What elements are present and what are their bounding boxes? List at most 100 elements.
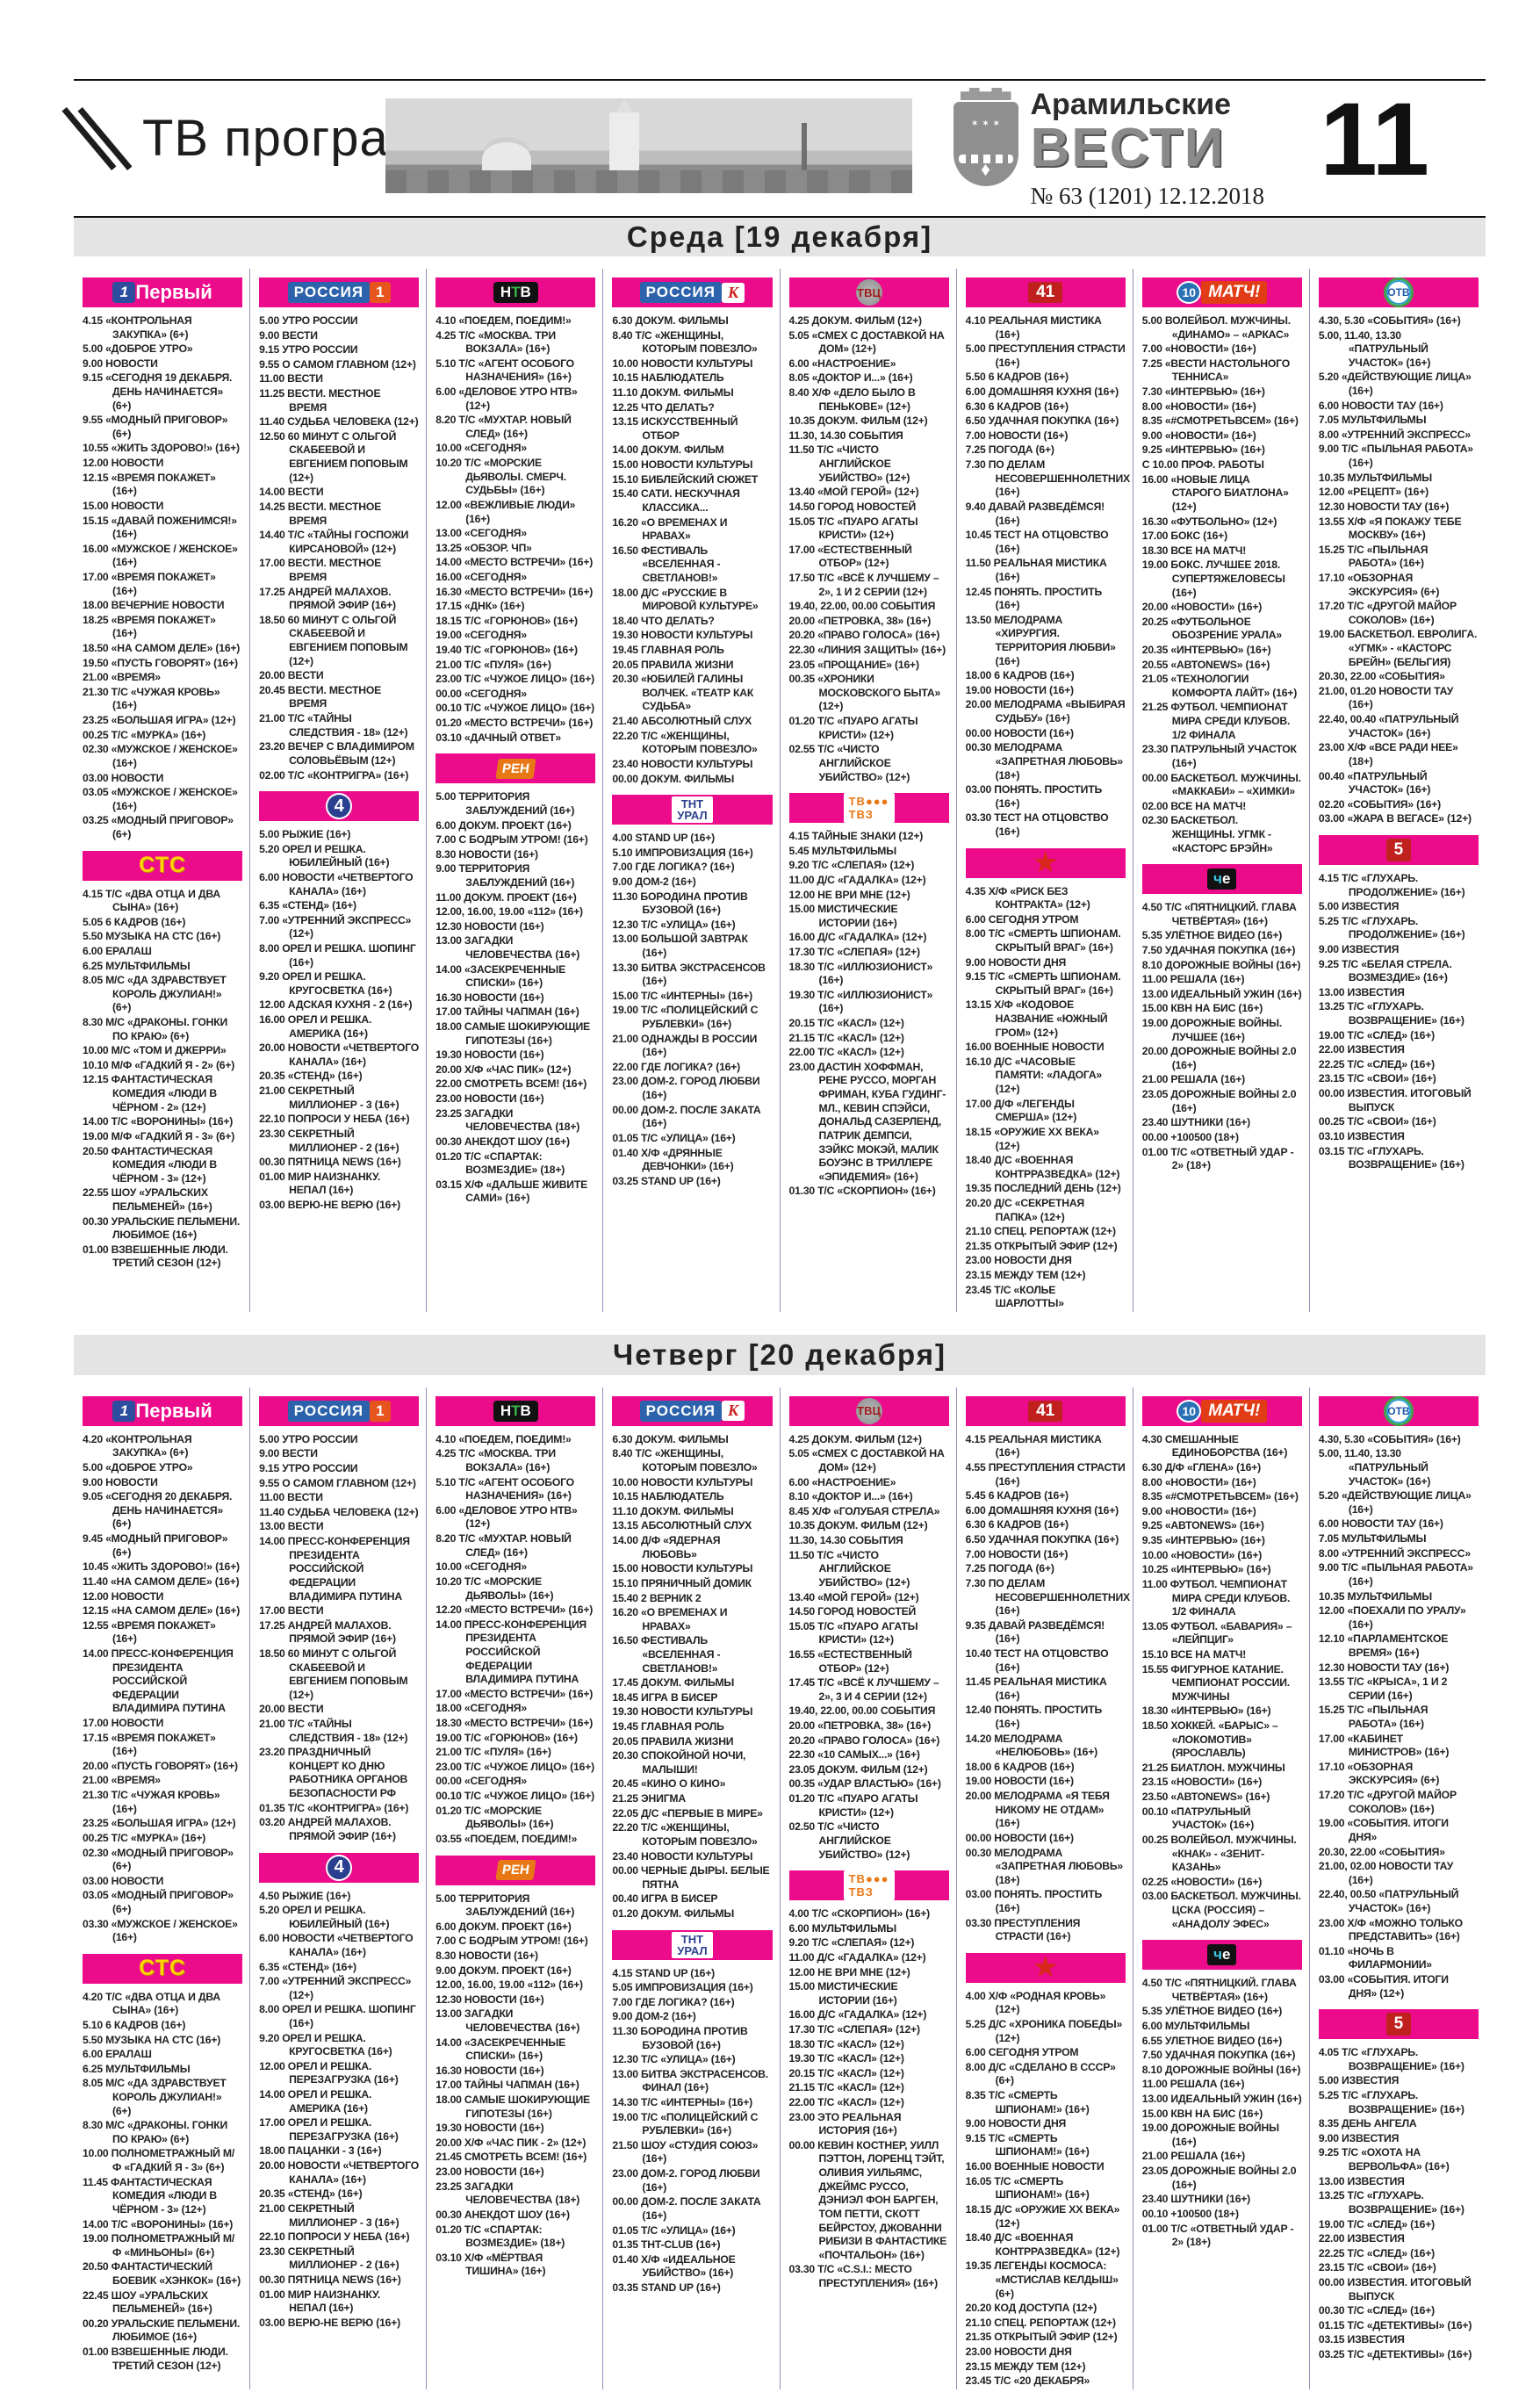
program-entry: 6.25 МУЛЬТФИЛЬМЫ bbox=[83, 959, 191, 972]
program-list: 4.30, 5.30 «СОБЫТИЯ» (16+) 5.00, 11.40, 1… bbox=[1319, 314, 1479, 826]
program-entry: 18.40 Д/С «ВОЕННАЯ КОНТРРАЗВЕДКА» (12+) bbox=[965, 2231, 1120, 2258]
program-list: 5.00 РЫЖИЕ (16+) 5.20 ОРЕЛ И РЕШКА. ЮБИЛЕ… bbox=[259, 828, 419, 1212]
program-entry: 6.00 ДОМАШНЯЯ КУХНЯ (16+) bbox=[965, 386, 1119, 399]
program-entry: 12.15 ФАНТАСТИЧЕСКАЯ КОМЕДИЯ «ЛЮДИ В ЧЁР… bbox=[83, 1073, 218, 1113]
channel-header-five: 5 bbox=[1318, 2009, 1479, 2040]
program-entry: 12.00 «РЕЦЕПТ» (16+) bbox=[1318, 486, 1428, 499]
program-entry: 4.15 РЕАЛЬНАЯ МИСТИКА (16+) bbox=[965, 1432, 1102, 1459]
program-entry: 19.35 ЛЕГЕНДЫ КОСМОСА: «МСТИСЛАВ КЕЛДЫШ»… bbox=[965, 2259, 1119, 2300]
match-logo-icon: 10 МАТЧ! bbox=[1177, 1399, 1268, 1423]
program-entry: 8.40 Т/С «ЖЕНЩИНЫ, КОТОРЫМ ПОВЕЗЛО» bbox=[612, 328, 758, 356]
program-list: 4.00 Х/Ф «РОДНАЯ КРОВЬ» (12+) 5.25 Д/С «Х… bbox=[966, 1990, 1126, 2389]
program-entry: 18.40 ЧТО ДЕЛАТЬ? bbox=[612, 614, 715, 627]
program-entry: 23.25 ЗАГАДКИ ЧЕЛОВЕЧЕСТВА (18+) bbox=[435, 1106, 580, 1134]
program-entry: 10.00 НОВОСТИ КУЛЬТУРЫ bbox=[612, 357, 753, 370]
program-entry: 4.10 РЕАЛЬНАЯ МИСТИКА (16+) bbox=[965, 314, 1102, 341]
program-entry: 00.00 ДОМ-2. ПОСЛЕ ЗАКАТА (16+) bbox=[612, 1103, 761, 1130]
program-entry: 5.00 ТЕРРИТОРИЯ ЗАБЛУЖДЕНИЙ (16+) bbox=[435, 790, 575, 817]
tnt-logo-icon: ТНТ УРАЛ bbox=[672, 796, 713, 824]
program-entry: 03.00 НОВОСТИ bbox=[83, 771, 164, 784]
program-entry: 00.30 МЕЛОДРАМА «ЗАПРЕТНАЯ ЛЮБОВЬ» (18+) bbox=[965, 1846, 1124, 1886]
chan4-logo-icon: 4 bbox=[326, 1854, 353, 1881]
program-entry: 01.00 МИР НАИЗНАНКУ. НЕПАЛ (16+) bbox=[259, 1170, 381, 1197]
program-entry: 10.35 МУЛЬТФИЛЬМЫ bbox=[1318, 471, 1432, 484]
program-entry: 19.30 НОВОСТИ (16+) bbox=[435, 1049, 544, 1062]
program-entry: 03.30 ПРЕСТУПЛЕНИЯ СТРАСТИ (16+) bbox=[965, 1916, 1081, 1943]
program-entry: 5.25 Т/С «ГЛУХАРЬ. ВОЗВРАЩЕНИЕ» (16+) bbox=[1318, 2089, 1464, 2115]
program-entry: 20.00 «НОВОСТИ» (16+) bbox=[1141, 601, 1263, 614]
program-entry: 6.00 НОВОСТИ «ЧЕТВЕРТОГО КАНАЛА» (16+) bbox=[259, 870, 414, 897]
program-entry: 9.00 НОВОСТИ ДНЯ bbox=[965, 2117, 1067, 2130]
program-entry: 9.00 ТЕРРИТОРИЯ ЗАБЛУЖДЕНИЙ (16+) bbox=[435, 862, 575, 889]
program-entry: 00.30 Т/С «СЛЕД» (16+) bbox=[1318, 2304, 1435, 2317]
program-entry: 01.10 «НОЧЬ В ФИЛАРМОНИИ» bbox=[1318, 1944, 1432, 1971]
program-entry: 8.35 «#СМОТРЕТЬВСЕМ» (16+) bbox=[1141, 1490, 1299, 1503]
program-entry: 21.05 «ТЕХНОЛОГИИ КОМФОРТА ЛАЙТ» (16+) bbox=[1141, 673, 1298, 699]
program-entry: 03.30 ТЕСТ НА ОТЦОВСТВО (16+) bbox=[965, 811, 1109, 838]
program-entry: 22.10 ПОПРОСИ У НЕБА (16+) bbox=[259, 1113, 410, 1126]
program-entry: 8.35 «#СМОТРЕТЬВСЕМ» (16+) bbox=[1141, 414, 1299, 428]
program-entry: 17.25 АНДРЕЙ МАЛАХОВ. ПРЯМОЙ ЭФИР (16+) bbox=[259, 1618, 396, 1646]
schedule-column: 10 МАТЧ! 4.30 СМЕШАННЫЕ ЕДИНОБОРСТВА (16+)… bbox=[1132, 1387, 1309, 2389]
program-entry: 8.05 М/С «ДА ЗДРАВСТВУЕТ КОРОЛЬ ДЖУЛИАН!… bbox=[83, 974, 227, 1014]
pervyi-logo-icon: 1 Первый bbox=[112, 281, 212, 304]
program-entry: 03.35 STAND UP (16+) bbox=[612, 2281, 721, 2294]
program-entry: 13.50 МЕЛОДРАМА «ХИРУРГИЯ. ТЕРРИТОРИЯ ЛЮ… bbox=[965, 613, 1116, 667]
program-entry: 10.00 «СЕГОДНЯ» bbox=[435, 442, 527, 455]
program-entry: 8.00 «УТРЕННИЙ ЭКСПРЕСС» bbox=[1318, 428, 1471, 441]
program-entry: 01.20 Т/С «СПАРТАК: ВОЗМЕЗДИЕ» (18+) bbox=[435, 1149, 565, 1177]
program-entry: 5.50 МУЗЫКА НА СТС (16+) bbox=[83, 2033, 221, 2046]
tv3-logo-icon: ТВ●●● ТВЗ bbox=[843, 1870, 895, 1901]
program-list: 4.00 STAND UP (16+) 5.10 ИМПРОВИЗАЦИЯ (16… bbox=[612, 832, 772, 1188]
program-entry: 03.20 АНДРЕЙ МАЛАХОВ. ПРЯМОЙ ЭФИР (16+) bbox=[259, 1816, 396, 1842]
program-entry: 15.05 Т/С «ПУАРО АГАТЫ КРИСТИ» (12+) bbox=[788, 1619, 918, 1647]
program-entry: 20.00 ВЕСТИ bbox=[259, 1703, 324, 1716]
program-entry: 00.00 +100500 (18+) bbox=[1141, 1130, 1239, 1143]
program-entry: 19.30 Т/С «КАСЛ» (12+) bbox=[788, 2052, 904, 2065]
program-entry: 7.00 НОВОСТИ (16+) bbox=[965, 429, 1069, 442]
program-entry: 03.00 ПОНЯТЬ. ПРОСТИТЬ (16+) bbox=[965, 783, 1103, 810]
program-entry: 21.00 Т/С «ТАЙНЫ СЛЕДСТВИЯ - 18» (12+) bbox=[259, 712, 408, 739]
program-entry: 12.50 60 МИНУТ С ОЛЬГОЙ СКАБЕЕВОЙ И ЕВГЕ… bbox=[259, 429, 408, 484]
program-entry: 21.25 ЭНИГМА bbox=[612, 1792, 686, 1805]
program-entry: 9.00 «НОВОСТИ» (16+) bbox=[1141, 429, 1256, 442]
program-entry: 02.55 Т/С «ЧИСТО АНГЛИЙСКОЕ УБИЙСТВО» (1… bbox=[788, 743, 910, 783]
program-entry: 01.20 Т/С «МОРСКИЕ ДЬЯВОЛЫ» (16+) bbox=[435, 1804, 554, 1831]
program-entry: 5.50 6 КАДРОВ (16+) bbox=[965, 371, 1069, 384]
program-entry: 23.00 Х/Ф «МОЖНО ТОЛЬКО ПРЕДСТАВИТЬ» (16… bbox=[1318, 1916, 1463, 1943]
program-entry: 7.00 «УТРЕННИЙ ЭКСПРЕСС» (12+) bbox=[259, 913, 412, 940]
program-list: 4.15 Т/С «ГЛУХАРЬ. ПРОДОЛЖЕНИЕ» (16+) 5.0… bbox=[1319, 872, 1479, 1172]
program-entry: 4.00 Х/Ф «РОДНАЯ КРОВЬ» (12+) bbox=[965, 1989, 1106, 2016]
program-entry: 10.00 «СЕГОДНЯ» bbox=[435, 1560, 527, 1574]
program-entry: 00.00 КЕВИН КОСТНЕР, УИЛЛ ПЭТТОН, ЛОРЕНЦ… bbox=[788, 2138, 947, 2261]
channel-header-chan4: 4 bbox=[259, 791, 420, 822]
program-entry: 8.00 «НОВОСТИ» (16+) bbox=[1141, 400, 1256, 413]
program-entry: 5.20 «ДЕЙСТВУЮЩИЕ ЛИЦА» (16+) bbox=[1318, 371, 1472, 398]
program-entry: 20.30, 22.00 «СОБЫТИЯ» bbox=[1318, 670, 1445, 683]
program-entry: 21.25 ФУТБОЛ. ЧЕМПИОНАТ МИРА СРЕДИ КЛУБО… bbox=[1141, 701, 1291, 741]
program-entry: 10.00 ПОЛНОМЕТРАЖНЫЙ М/Ф «ГАДКИЙ Я - 3» … bbox=[83, 2147, 235, 2174]
program-entry: 21.10 СПЕЦ. РЕПОРТАЖ (12+) bbox=[965, 1225, 1116, 1238]
program-entry: 20.20 Д/С «СЕКРЕТНАЯ ПАПКА» (12+) bbox=[965, 1196, 1085, 1223]
program-entry: 10.35 МУЛЬТФИЛЬМЫ bbox=[1318, 1589, 1432, 1603]
program-entry: 19.30 НОВОСТИ КУЛЬТУРЫ bbox=[612, 1705, 753, 1719]
program-entry: 19.45 ГЛАВНАЯ РОЛЬ bbox=[612, 1720, 724, 1733]
program-entry: 6.50 УДАЧНАЯ ПОКУПКА (16+) bbox=[965, 1533, 1119, 1546]
program-entry: 6.35 «СТЕНД» (16+) bbox=[259, 899, 356, 912]
schedule-column: ОТВ 4.30, 5.30 «СОБЫТИЯ» (16+) 5.00, 11.40… bbox=[1308, 1387, 1486, 2389]
program-entry: 19.50 «ПУСТЬ ГОВОРЯТ» (16+) bbox=[83, 656, 238, 669]
zvezda-logo-icon: ★ bbox=[1033, 847, 1058, 877]
program-entry: 9.00 «НОВОСТИ» (16+) bbox=[1141, 1504, 1256, 1517]
program-entry: 20.50 ФАНТАСТИЧЕСКИЙ БОЕВИК «ХЭНКОК» (16… bbox=[83, 2260, 241, 2287]
program-entry: 18.15 Д/С «ОРУЖИЕ XX ВЕКА» (12+) bbox=[965, 2202, 1120, 2230]
program-entry: 00.25 ВОЛЕЙБОЛ. МУЖЧИНЫ. «КНАК» - «ЗЕНИТ… bbox=[1141, 1833, 1297, 1874]
program-entry: 8.20 Т/С «МУХТАР. НОВЫЙ СЛЕД» (16+) bbox=[435, 414, 572, 440]
program-entry: 10.45 ТЕСТ НА ОТЦОВСТВО (16+) bbox=[965, 529, 1109, 555]
program-entry: 9.00 НОВОСТИ bbox=[83, 1475, 158, 1488]
channel-header-rossiyak: РОССИЯ К bbox=[612, 277, 773, 307]
program-entry: 14.20 МЕЛОДРАМА «НЕЛЮБОВЬ» (16+) bbox=[965, 1732, 1098, 1759]
program-entry: 03.55 «ПОЕДЕМ, ПОЕДИМ!» bbox=[435, 1832, 578, 1845]
program-entry: 9.05 «СЕГОДНЯ 20 ДЕКАБРЯ. ДЕНЬ НАЧИНАЕТС… bbox=[83, 1490, 233, 1531]
program-entry: 22.45 ШОУ «УРАЛЬСКИХ ПЕЛЬМЕНЕЙ» (16+) bbox=[83, 2288, 212, 2316]
